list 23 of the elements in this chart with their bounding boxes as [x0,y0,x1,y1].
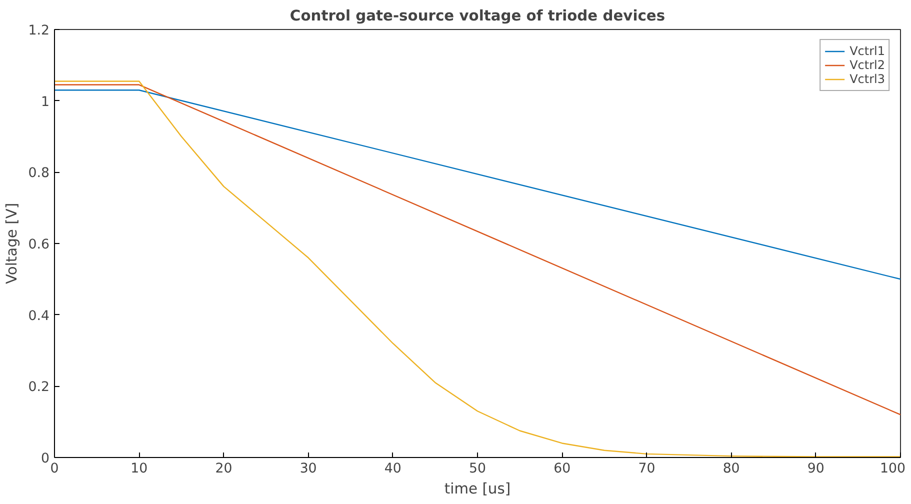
x-tick-label: 10 [130,462,148,476]
legend-label: Vctrl1 [850,44,885,58]
chart-title: Control gate-source voltage of triode devices [290,8,666,24]
legend-label: Vctrl3 [850,72,885,86]
y-tick-label: 0 [41,452,50,466]
x-axis-title: time [us] [444,480,511,498]
x-tick-label: 50 [469,462,486,476]
y-tick-label: 0.6 [28,238,50,252]
y-tick-label: 0.8 [28,166,50,182]
x-tick-label: 20 [215,462,232,476]
legend-label: Vctrl2 [850,58,885,72]
y-tick-label: 0.4 [28,308,50,324]
x-tick-label: 70 [638,462,656,476]
x-tick-label: 40 [384,462,402,476]
y-axis-title: Voltage [V] [3,202,20,284]
x-tick-label: 80 [722,462,740,476]
x-tick-label: 30 [300,462,317,476]
x-tick-label: 100 [880,462,906,476]
y-tick-label: 1 [41,94,50,110]
y-tick-label: 1.2 [28,24,50,38]
y-tick-label: 0.2 [28,380,50,396]
x-tick-label: 60 [554,462,571,476]
x-tick-label: 90 [807,462,824,476]
